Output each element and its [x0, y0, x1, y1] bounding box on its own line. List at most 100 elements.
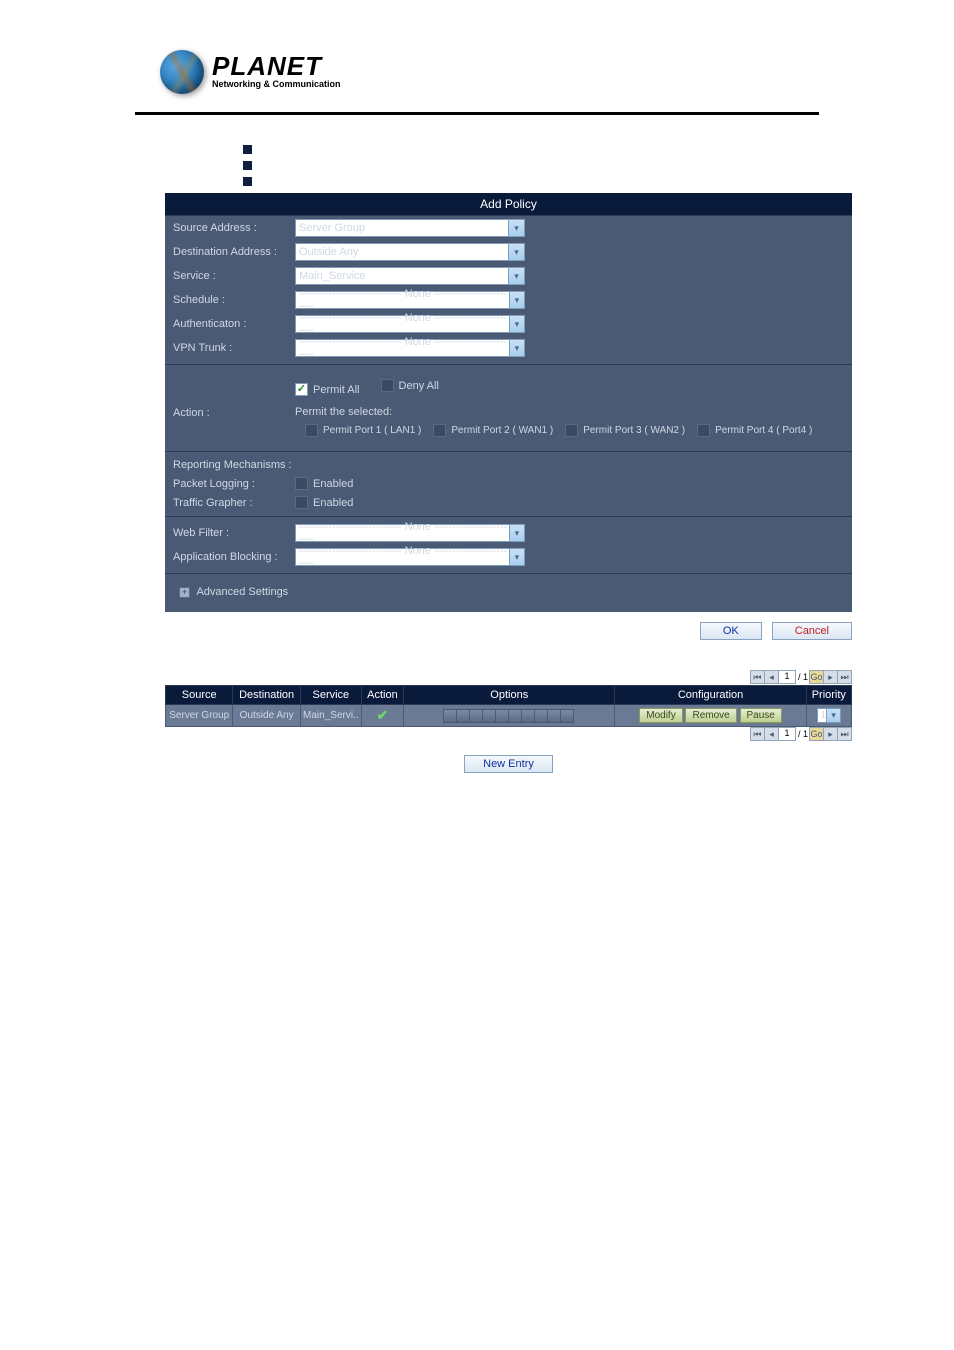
pager-total: / 1	[798, 672, 808, 682]
option-icon[interactable]	[560, 709, 574, 723]
app-blocking-label: Application Blocking :	[173, 551, 295, 563]
pager-go-button[interactable]: Go	[809, 727, 824, 741]
pause-button[interactable]: Pause	[740, 708, 782, 723]
enabled-label: Enabled	[313, 478, 353, 490]
traffic-grapher-label: Traffic Grapher :	[173, 497, 295, 509]
advanced-settings-toggle[interactable]: + Advanced Settings	[165, 578, 852, 612]
bullet-list	[243, 145, 789, 186]
th-source: Source	[166, 686, 233, 705]
source-address-select[interactable]: Server Group ▾	[295, 219, 525, 237]
pager-page-input[interactable]: 1	[778, 670, 796, 684]
remove-button[interactable]: Remove	[685, 708, 736, 723]
pager-go-button[interactable]: Go	[809, 670, 824, 684]
ok-button[interactable]: OK	[700, 622, 762, 640]
th-destination: Destination	[233, 686, 300, 705]
permit-all-checkbox[interactable]: Permit All	[295, 383, 359, 396]
pager-last-button[interactable]: ⏭	[837, 670, 852, 684]
service-label: Service :	[173, 270, 295, 282]
checkbox-icon	[295, 496, 308, 509]
packet-logging-checkbox[interactable]: Enabled	[295, 477, 353, 490]
reporting-label: Reporting Mechanisms :	[173, 459, 295, 471]
permit-port-3-checkbox[interactable]: Permit Port 3 ( WAN2 )	[565, 424, 685, 437]
pager-top: ⏮ ◂ 1 / 1 Go ▸ ⏭	[165, 670, 852, 684]
pager-prev-button[interactable]: ◂	[764, 727, 779, 741]
permit-selected-label: Permit the selected:	[295, 406, 844, 418]
option-icon[interactable]	[508, 709, 522, 723]
service-value: Main_Service	[299, 270, 366, 282]
option-icon[interactable]	[456, 709, 470, 723]
schedule-value: ---------------------------- None ------…	[299, 288, 509, 312]
checkbox-icon	[305, 424, 318, 437]
chevron-down-icon: ▾	[509, 549, 524, 565]
web-filter-value: ---------------------------- None ------…	[299, 521, 509, 545]
chevron-down-icon: ▾	[509, 292, 524, 308]
authentication-value: ---------------------------- None ------…	[299, 312, 509, 336]
option-icon[interactable]	[495, 709, 509, 723]
pager-page-input[interactable]: 1	[778, 727, 796, 741]
option-icon[interactable]	[469, 709, 483, 723]
policy-table: Source Destination Service Action Option…	[165, 685, 852, 727]
pager-next-button[interactable]: ▸	[823, 727, 838, 741]
option-icon[interactable]	[443, 709, 457, 723]
schedule-select[interactable]: ---------------------------- None ------…	[295, 291, 525, 309]
destination-address-label: Destination Address :	[173, 246, 295, 258]
option-icon[interactable]	[482, 709, 496, 723]
th-service: Service	[300, 686, 361, 705]
option-icon[interactable]	[547, 709, 561, 723]
pager-first-button[interactable]: ⏮	[750, 727, 765, 741]
chevron-down-icon: ▾	[509, 316, 524, 332]
web-filter-select[interactable]: ---------------------------- None ------…	[295, 524, 525, 542]
checkbox-icon	[697, 424, 710, 437]
permit-port-1-checkbox[interactable]: Permit Port 1 ( LAN1 )	[305, 424, 421, 437]
add-policy-panel: Add Policy Source Address : Server Group…	[165, 193, 852, 612]
pager-last-button[interactable]: ⏭	[837, 727, 852, 741]
logo-globe-icon	[160, 50, 204, 94]
permit-all-label: Permit All	[313, 384, 359, 396]
modify-button[interactable]: Modify	[639, 708, 682, 723]
authentication-label: Authenticaton :	[173, 318, 295, 330]
th-options: Options	[404, 686, 615, 705]
cell-priority: 1 ▾	[806, 705, 851, 727]
service-select[interactable]: Main_Service ▾	[295, 267, 525, 285]
vpn-trunk-label: VPN Trunk :	[173, 342, 295, 354]
new-entry-button[interactable]: New Entry	[464, 755, 553, 773]
action-label: Action :	[173, 377, 295, 419]
pager-next-button[interactable]: ▸	[823, 670, 838, 684]
chevron-down-icon: ▾	[508, 268, 524, 284]
pager-prev-button[interactable]: ◂	[764, 670, 779, 684]
permit-port-4-checkbox[interactable]: Permit Port 4 ( Port4 )	[697, 424, 812, 437]
option-icon[interactable]	[534, 709, 548, 723]
source-address-label: Source Address :	[173, 222, 295, 234]
expand-icon: +	[179, 587, 190, 598]
permit-port-2-checkbox[interactable]: Permit Port 2 ( WAN1 )	[433, 424, 553, 437]
option-icon[interactable]	[521, 709, 535, 723]
th-priority: Priority	[806, 686, 851, 705]
checkbox-icon	[433, 424, 446, 437]
destination-address-select[interactable]: Outside Any ▾	[295, 243, 525, 261]
app-blocking-select[interactable]: ---------------------------- None ------…	[295, 548, 525, 566]
pager-total: / 1	[798, 729, 808, 739]
cell-destination: Outside Any	[233, 705, 300, 727]
packet-logging-label: Packet Logging :	[173, 478, 295, 490]
checkbox-icon	[565, 424, 578, 437]
authentication-select[interactable]: ---------------------------- None ------…	[295, 315, 525, 333]
logo-main-text: PLANET	[212, 55, 341, 78]
traffic-grapher-checkbox[interactable]: Enabled	[295, 496, 353, 509]
deny-all-checkbox[interactable]: Deny All	[381, 379, 439, 392]
enabled-label: Enabled	[313, 497, 353, 509]
bullet-icon	[243, 177, 252, 186]
vpn-trunk-select[interactable]: ---------------------------- None ------…	[295, 339, 525, 357]
chevron-down-icon: ▾	[826, 709, 840, 722]
priority-select[interactable]: 1 ▾	[817, 708, 842, 723]
panel-title: Add Policy	[165, 193, 852, 216]
destination-address-value: Outside Any	[299, 246, 358, 258]
cell-source: Server Group	[166, 705, 233, 727]
vpn-trunk-value: ---------------------------- None ------…	[299, 336, 509, 360]
web-filter-label: Web Filter :	[173, 527, 295, 539]
th-configuration: Configuration	[615, 686, 806, 705]
chevron-down-icon: ▾	[509, 340, 524, 356]
app-blocking-value: ---------------------------- None ------…	[299, 545, 509, 569]
chevron-down-icon: ▾	[508, 220, 524, 236]
pager-first-button[interactable]: ⏮	[750, 670, 765, 684]
cancel-button[interactable]: Cancel	[772, 622, 852, 640]
